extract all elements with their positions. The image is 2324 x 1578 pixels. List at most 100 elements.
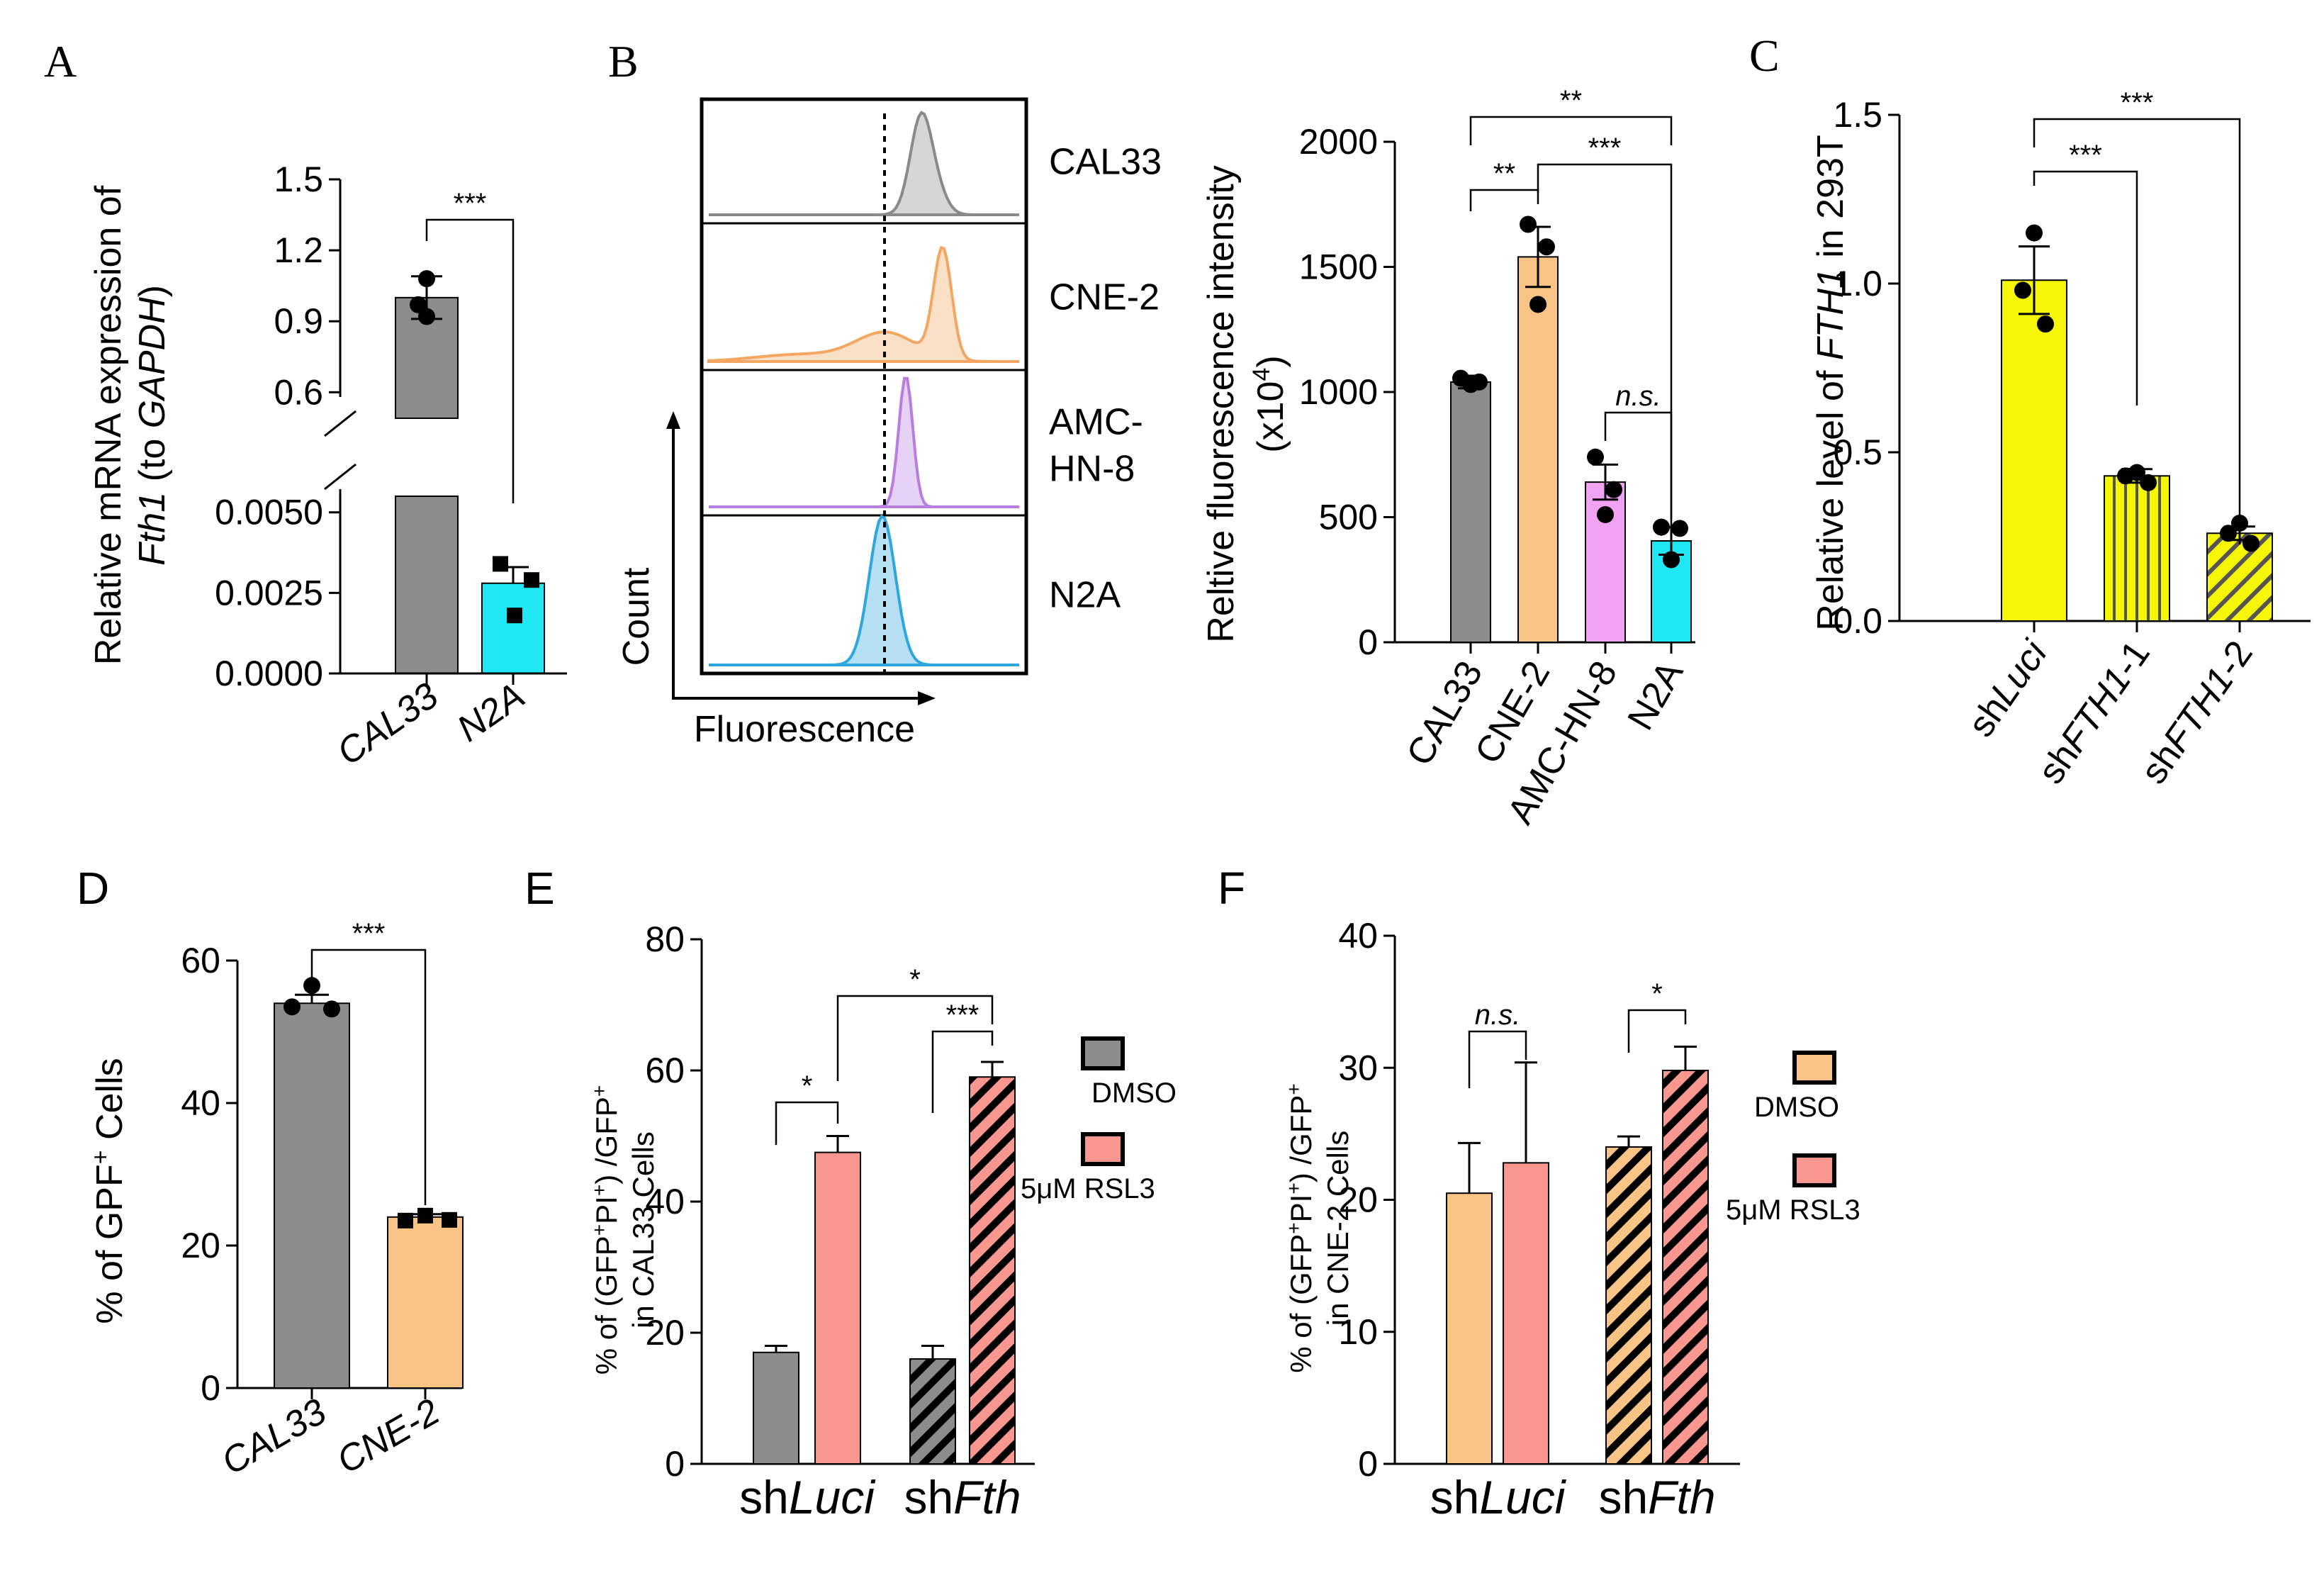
e-sig-2-bracket [931,1030,994,1113]
c-point [2037,315,2054,333]
f-legend-dmso: DMSO [1754,1092,1839,1123]
c-yaxis-tick-label: 0.0 [1833,601,1882,641]
bbar-yaxis-tick-label: 0 [1358,622,1378,662]
chart-c: 0.00.51.01.5shLucishFTH1-1shFTH1-2******… [1810,87,2311,791]
bbar-sig-4-label: n.s. [1615,381,1661,412]
b-flow-fluorescence-label: Fluorescence [694,709,915,750]
b-flow-histogram-2 [709,376,1019,508]
e-group-label: shFth [904,1471,1021,1523]
panel-letter-e: E [524,863,555,914]
a-sig-bracket [425,218,515,503]
a-sig-label: *** [454,188,487,219]
e-sig-3-bracket [836,995,994,1081]
e-yaxis-tick-label: 40 [645,1182,685,1221]
b-flow-fluor-arrowhead [918,691,936,705]
c-sig-2-label: *** [2121,87,2154,118]
d-category-label: CNE-2 [330,1391,447,1482]
bbar-bar-CAL33 [1450,381,1491,643]
d-yaxis-tick-label: 20 [181,1226,220,1265]
c-yaxis-tick-label: 0.5 [1833,432,1882,472]
f-sig-1-label: n.s. [1475,1000,1520,1031]
e-ylabel: % of (GFP+PI+) /GFP+in CAL33 Cells [588,1085,661,1375]
d-yaxis-tick-label: 0 [201,1368,220,1408]
d-point [303,977,320,995]
e-legend-swatch-rsl3 [1081,1132,1125,1166]
b-flow-histogram-3 [709,514,1019,666]
c-yaxis-tick-label: 1.5 [1833,95,1882,135]
d-yaxis-tick-label: 60 [181,941,220,980]
f-yaxis-tick-label: 10 [1338,1312,1378,1352]
c-bar-shFTH1-2 [2206,532,2273,622]
f-sig-2-bracket [1627,1009,1687,1053]
f-legend-swatch-rsl3 [1792,1153,1836,1187]
a-yaxis-upper-tick-label: 1.2 [274,230,323,270]
c-point [2026,224,2043,242]
bbar-ylabel: Reltive fluorescence intensity (x104) [1201,165,1291,642]
bbar-sig-4-bracket [1604,411,1673,533]
bbar-yaxis-tick-label: 500 [1319,498,1378,537]
b-flow-histogram-1 [707,245,1020,363]
a-bar-n2a [481,582,545,675]
e-yaxis-tick-label: 80 [645,919,685,959]
a-yaxis-lower-tick-label: 0.0050 [215,493,323,532]
bbar-point [1529,296,1546,313]
a-category-label: N2A [450,675,532,750]
b-flow-histogram-0 [709,111,1019,216]
bbar-sig-1-bracket [1469,189,1539,211]
d-ylabel: % of GPF+ Cells [87,1058,130,1324]
bbar-bar-AMC-HN-8 [1585,481,1626,644]
bbar-point [1663,551,1680,569]
panel-letter-b: B [608,36,639,86]
e-sig-1-bracket [775,1101,839,1145]
c-point [2242,535,2260,552]
c-point [2117,467,2134,485]
bbar-sig-1-label: ** [1493,158,1515,189]
e-legend-rsl3: 5μM RSL3 [1021,1173,1155,1204]
chart-b-bar: 0500100015002000CAL33CNE-2AMC-HN-8N2A***… [1201,85,1695,831]
f-ylabel: % of (GFP+PI+) /GFP+in CNE-2 Cells [1283,1083,1355,1372]
c-bar-shLuci [2001,279,2067,622]
d-sig-bracket [310,949,427,1205]
a-axis-break [324,463,357,491]
b-flow-sample-label: CNE-2 [1049,277,1160,318]
a-bar-break-gap [393,420,461,495]
e-yaxis-tick-label: 20 [645,1313,685,1353]
e-legend-swatch-dmso [1081,1036,1125,1070]
bbar-bar-CNE-2 [1517,256,1559,643]
bbar-point [1587,448,1604,466]
f-bar-shLuci-rsl3 [1503,1162,1549,1465]
c-sig-1-label: *** [2069,140,2102,171]
bbar-point [1520,216,1537,233]
d-bar-CNE-2 [387,1216,464,1389]
bbar-sig-3-bracket [1469,116,1673,145]
f-yaxis-tick-label: 30 [1338,1048,1378,1087]
e-sig-2-label: *** [946,1000,979,1031]
bbar-sig-2-bracket [1537,163,1673,519]
e-sig-3-label: * [909,964,921,995]
c-sig-1-bracket [2033,170,2138,405]
b-flow-sample-label: HN-8 [1049,449,1135,490]
a-yaxis-lower-tick-label: 0.0000 [215,654,323,693]
b-flow-count-label: Count [616,567,657,666]
a-bar-cal33-lower [395,496,459,674]
d-point [417,1207,433,1224]
e-legend-dmso: DMSO [1091,1078,1177,1109]
d-point [323,1000,340,1018]
e-yaxis-tick-label: 60 [645,1051,685,1090]
e-sig-1-label: * [802,1070,813,1102]
c-bar-shFTH1-1 [2104,475,2170,622]
b-flow-frame [700,97,1028,676]
b-flow-sample-label: AMC- [1049,402,1143,443]
chart-a: 0.6 0.9 1.2 1.5 0.0000 0.0025 0.0050 CAL33 N2A **… [88,160,567,773]
d-bar-CAL33 [274,1002,350,1389]
d-yaxis-tick-label: 40 [181,1083,220,1123]
a-point [493,556,508,572]
f-yaxis-tick-label: 20 [1338,1180,1378,1220]
e-group-label: shLuci [739,1471,876,1523]
f-group-label: shFth [1598,1471,1715,1523]
b-flow-sample-label: N2A [1049,575,1121,616]
a-category-label: CAL33 [330,675,446,773]
bbar-yaxis-tick-label: 1500 [1299,247,1378,287]
c-sig-2-bracket [2033,118,2241,544]
